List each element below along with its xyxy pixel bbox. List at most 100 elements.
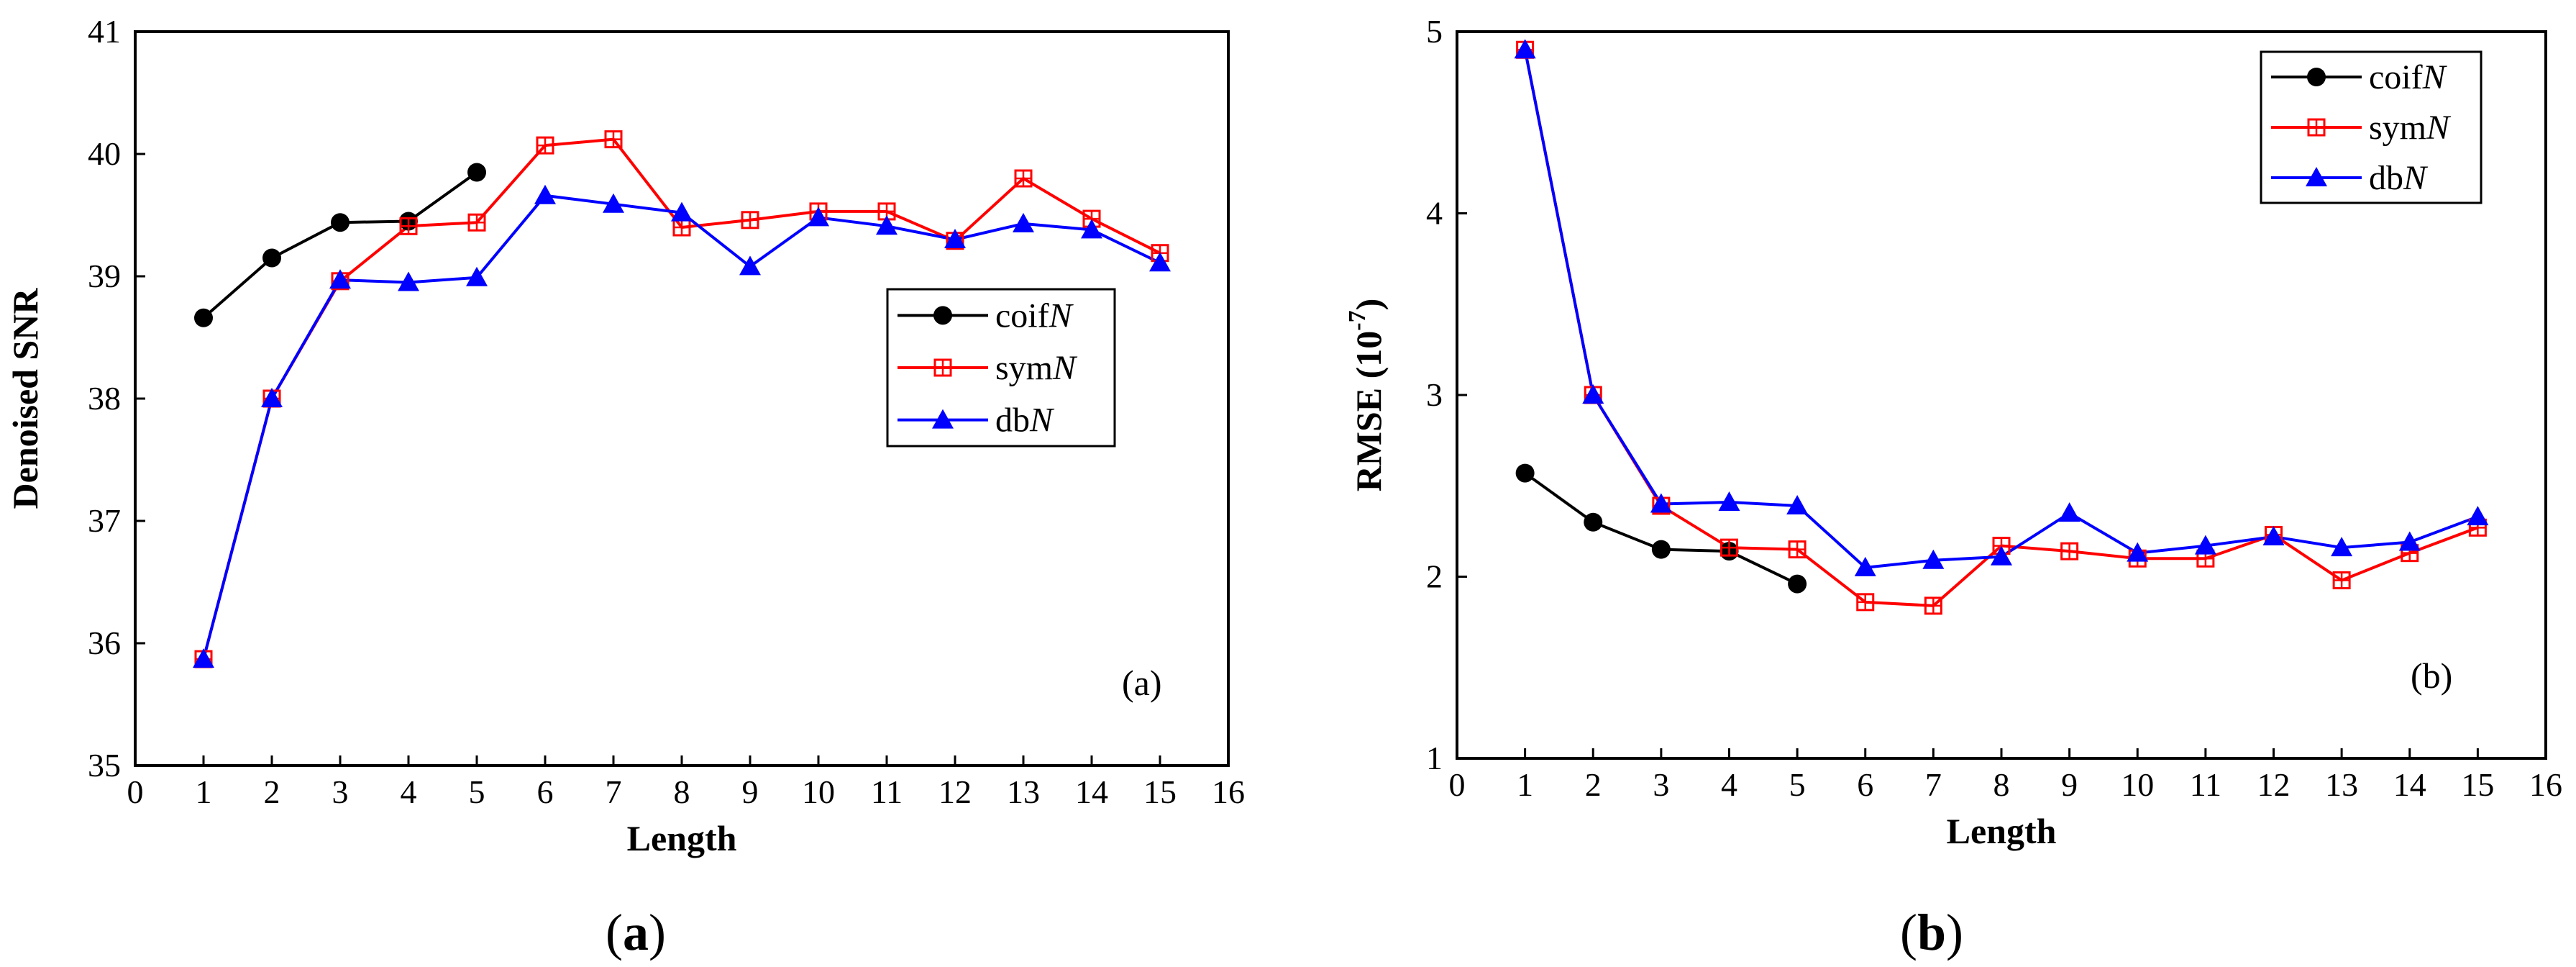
marker-point [1582,384,1604,404]
marker-point [1651,540,1671,559]
marker-point [2307,68,2326,86]
marker-point [1788,540,1807,559]
x-tick-label: 13 [2325,766,2358,803]
marker-point [194,308,213,327]
marker-point [193,648,214,668]
y-tick-label: 3 [1426,376,1443,413]
marker-point [534,184,556,204]
marker-point [1922,549,1945,569]
x-tick-label: 7 [1925,766,1942,803]
marker-point [1788,574,1807,594]
x-tick-label: 16 [1212,773,1245,810]
x-tick-label: 9 [2061,766,2078,803]
marker-point [1856,593,1875,612]
marker-point [2331,537,2353,557]
legend-label-coifN: coifN [2369,58,2448,96]
y-tick-label: 41 [88,13,121,50]
legend-label-dbN: dbN [995,401,1055,440]
series-line-coifN [202,171,478,319]
x-axis-title: Length [1947,811,2057,851]
marker-point [1991,545,2012,566]
y-tick-label: 5 [1426,13,1443,50]
marker-point [466,266,488,286]
marker-point [1515,463,1535,483]
x-tick-label: 12 [938,773,972,810]
x-tick-label: 10 [2121,766,2154,803]
x-tick-label: 8 [674,773,690,810]
x-tick-label: 14 [2393,766,2426,803]
marker-point [2127,542,2149,562]
panel-caption: (a) [606,904,666,961]
x-tick-label: 0 [1449,766,1466,803]
panel-letter: (a) [1122,663,1162,703]
marker-point [536,136,554,155]
marker-point [671,201,693,222]
marker-point [1786,495,1809,515]
panel-caption: (b) [1900,904,1963,961]
panel-letter: (b) [2411,655,2452,696]
x-tick-label: 5 [469,773,485,810]
x-tick-label: 6 [537,773,554,810]
marker-point [262,248,281,268]
legend-label-symN: symN [995,349,1078,387]
marker-point [2398,531,2421,551]
marker-point [603,193,624,213]
x-tick-label: 11 [871,773,903,810]
marker-point [1854,556,1876,576]
marker-point [1650,493,1672,513]
y-axis-title: Denoised SNR [5,288,45,509]
x-tick-label: 2 [1585,766,1602,803]
marker-point [467,213,486,232]
marker-point [933,358,952,377]
chart-panel-b: 0 1 2 3 4 5 6 7 8 9 10 11 12 13 14 15 1612345LengthRMSE … [1344,13,2562,961]
y-tick-label: 39 [88,258,121,294]
marker-point [741,211,759,230]
marker-point [739,255,761,276]
x-tick-label: 10 [802,773,835,810]
marker-point [1081,219,1102,239]
legend-label-coifN: coifN [995,296,1074,335]
marker-point [1013,212,1034,232]
legend-label-symN: symN [2369,109,2452,147]
marker-point [261,388,283,407]
marker-point [2307,118,2326,137]
x-tick-label: 12 [2257,766,2290,803]
series-markers-coifN [1515,463,1807,594]
marker-point [1149,252,1171,272]
marker-point [329,269,351,289]
x-tick-label: 3 [332,773,349,810]
marker-point [2332,571,2351,590]
marker-point [1718,491,1740,511]
x-tick-label: 14 [1075,773,1108,810]
x-tick-label: 3 [1653,766,1669,803]
marker-point [399,217,418,235]
marker-point [2058,502,2081,522]
x-tick-label: 4 [1721,766,1737,803]
series-markers-coifN [194,163,486,327]
legend-label-dbN: dbN [2369,159,2429,197]
y-tick-label: 40 [88,135,121,172]
series-markers-dbN [1514,39,2489,576]
series-line-coifN [1524,471,1798,586]
marker-point [2306,167,2327,186]
marker-point [932,409,954,429]
x-tick-label: 9 [742,773,759,810]
x-tick-label: 15 [1143,773,1177,810]
y-tick-label: 37 [88,502,121,539]
marker-point [331,213,350,232]
x-tick-label: 4 [401,773,417,810]
marker-point [1014,169,1033,188]
x-tick-label: 1 [196,773,212,810]
chart-panel-a: 0 1 2 3 4 5 6 7 8 9 10 11 12 13 14 15 1635363738394041Le… [5,13,1245,961]
x-tick-label: 6 [1857,766,1873,803]
y-tick-label: 36 [88,625,121,661]
marker-point [398,271,419,291]
marker-point [933,306,952,325]
marker-point [1584,512,1603,532]
x-tick-label: 1 [1517,766,1533,803]
x-tick-label: 11 [2190,766,2221,803]
marker-point [467,163,486,182]
x-tick-label: 8 [1993,766,2010,803]
marker-point [1514,39,1536,59]
